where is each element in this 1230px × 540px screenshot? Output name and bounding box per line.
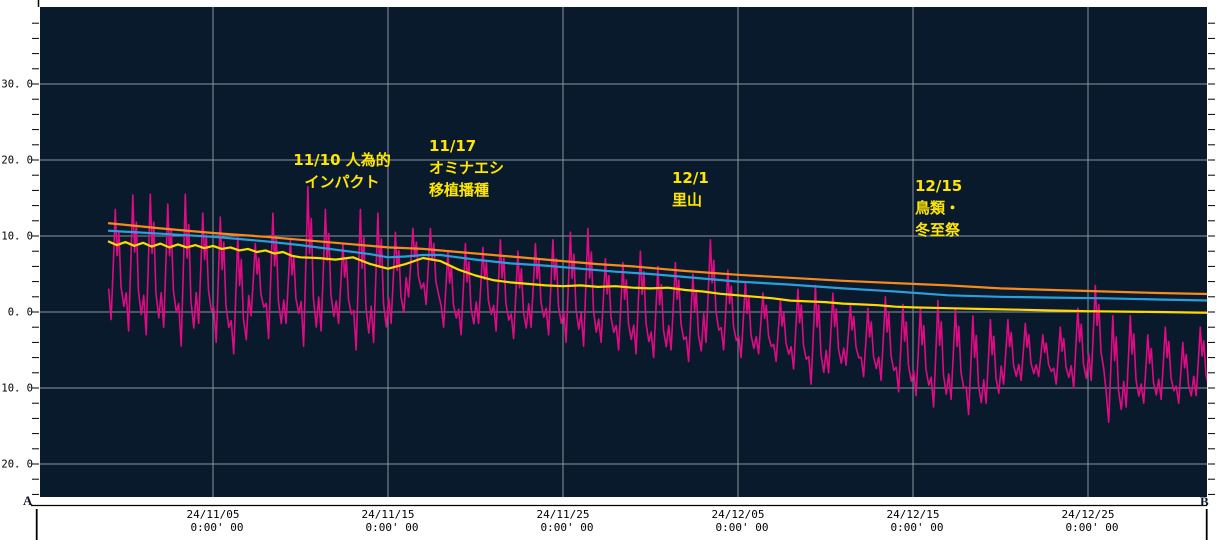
- range-marker-b-label: B: [1200, 494, 1209, 509]
- y-axis-tick-label: 10. 0: [1, 231, 33, 243]
- range-marker-a-label: A: [23, 493, 33, 508]
- range-marker-a-tick: [35, 509, 38, 540]
- x-axis-time-label: 0:00' 00: [1066, 521, 1119, 534]
- x-axis-date-label: 24/11/15: [362, 508, 415, 521]
- range-marker-b-tick: [1205, 509, 1208, 540]
- x-axis-date-label: 24/11/25: [537, 508, 590, 521]
- x-axis-time-label: 0:00' 00: [541, 521, 594, 534]
- x-axis-time-label: 0:00' 00: [366, 521, 419, 534]
- x-axis-time-label: 0:00' 00: [716, 521, 769, 534]
- y-axis-tick-label: -10. 0: [0, 383, 33, 395]
- y-axis-tick-label: 0. 0: [8, 307, 33, 319]
- y-axis-tick-label: -20. 0: [0, 459, 33, 471]
- x-axis-date-label: 24/12/05: [712, 508, 765, 521]
- x-axis-date-label: 24/11/05: [187, 508, 240, 521]
- plot-area: [40, 7, 1207, 497]
- x-axis-date-label: 24/12/15: [887, 508, 940, 521]
- y-axis-tick-label: 20. 0: [1, 155, 33, 167]
- x-axis-date-label: 24/12/25: [1062, 508, 1115, 521]
- series-line-raw-diurnal-magenta: [107, 185, 1207, 424]
- series-line-smooth-blue: [107, 229, 1207, 302]
- series-line-smooth-orange: [107, 222, 1207, 296]
- series-group: [107, 185, 1207, 424]
- y-axis-tick-label: 30. 0: [1, 79, 33, 91]
- x-axis-time-label: 0:00' 00: [191, 521, 244, 534]
- x-axis-time-label: 0:00' 00: [891, 521, 944, 534]
- series-line-smooth-yellow: [107, 240, 1207, 314]
